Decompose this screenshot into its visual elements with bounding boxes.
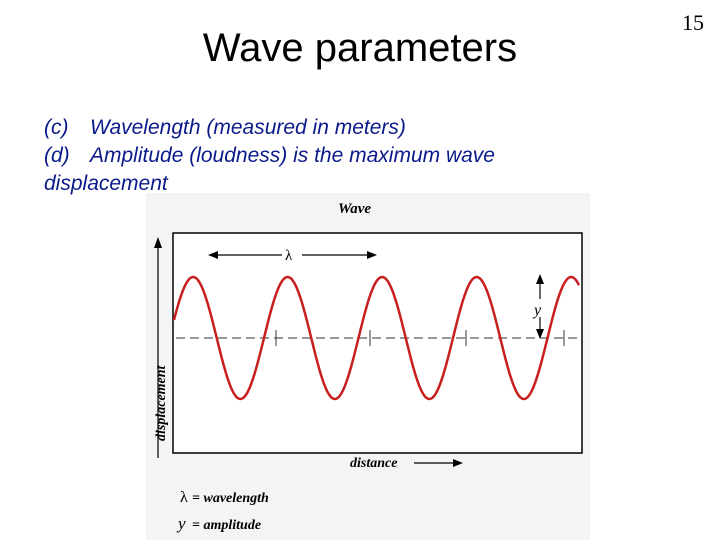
wavelength-arrowhead-right <box>367 251 377 259</box>
wave-figure: Wave displacement λ y distance λ = wavel… <box>146 193 590 540</box>
bullet-text: Wavelength (measured in meters) <box>90 116 406 139</box>
x-axis-label: distance <box>350 456 397 471</box>
wavelength-label-bg <box>282 247 302 263</box>
amplitude-label-bg <box>532 299 548 317</box>
y-axis-arrowhead <box>154 237 162 248</box>
bullet-item-d-continuation: displacement <box>44 170 495 198</box>
x-axis-arrowhead <box>453 459 463 467</box>
page-number: 15 <box>682 10 704 35</box>
wave-curve <box>172 275 581 401</box>
legend-wavelength-text: = wavelength <box>192 491 269 506</box>
wavelength-symbol: λ <box>285 248 293 264</box>
amplitude-arrowhead-bottom <box>536 329 544 339</box>
bullet-list: (c) Wavelength (measured in meters) (d) Am… <box>44 114 495 198</box>
bullet-item-c: (c) Wavelength (measured in meters) <box>44 114 495 142</box>
legend-wavelength-symbol: λ <box>180 489 188 506</box>
y-axis-label: displacement <box>154 364 169 441</box>
bullet-item-d: (d) Amplitude (loudness) is the maximum w… <box>44 142 495 170</box>
figure-title: Wave <box>338 201 371 217</box>
bullet-marker: (d) <box>44 144 70 167</box>
bullet-text: Amplitude (loudness) is the maximum wave <box>90 144 495 167</box>
plot-frame <box>172 232 583 454</box>
wave-diagram: Wave displacement λ y distance λ = wavel… <box>154 201 583 533</box>
legend-amplitude-text: = amplitude <box>192 518 261 533</box>
wavelength-ticks <box>275 330 565 346</box>
bullet-text: displacement <box>44 172 168 195</box>
wavelength-arrowhead-left <box>208 251 218 259</box>
bullet-marker: (c) <box>44 116 69 139</box>
slide-title: Wave parameters <box>202 26 518 70</box>
amplitude-arrowhead-top <box>536 274 544 284</box>
legend-amplitude-symbol: y <box>176 514 186 533</box>
amplitude-symbol: y <box>532 302 542 319</box>
